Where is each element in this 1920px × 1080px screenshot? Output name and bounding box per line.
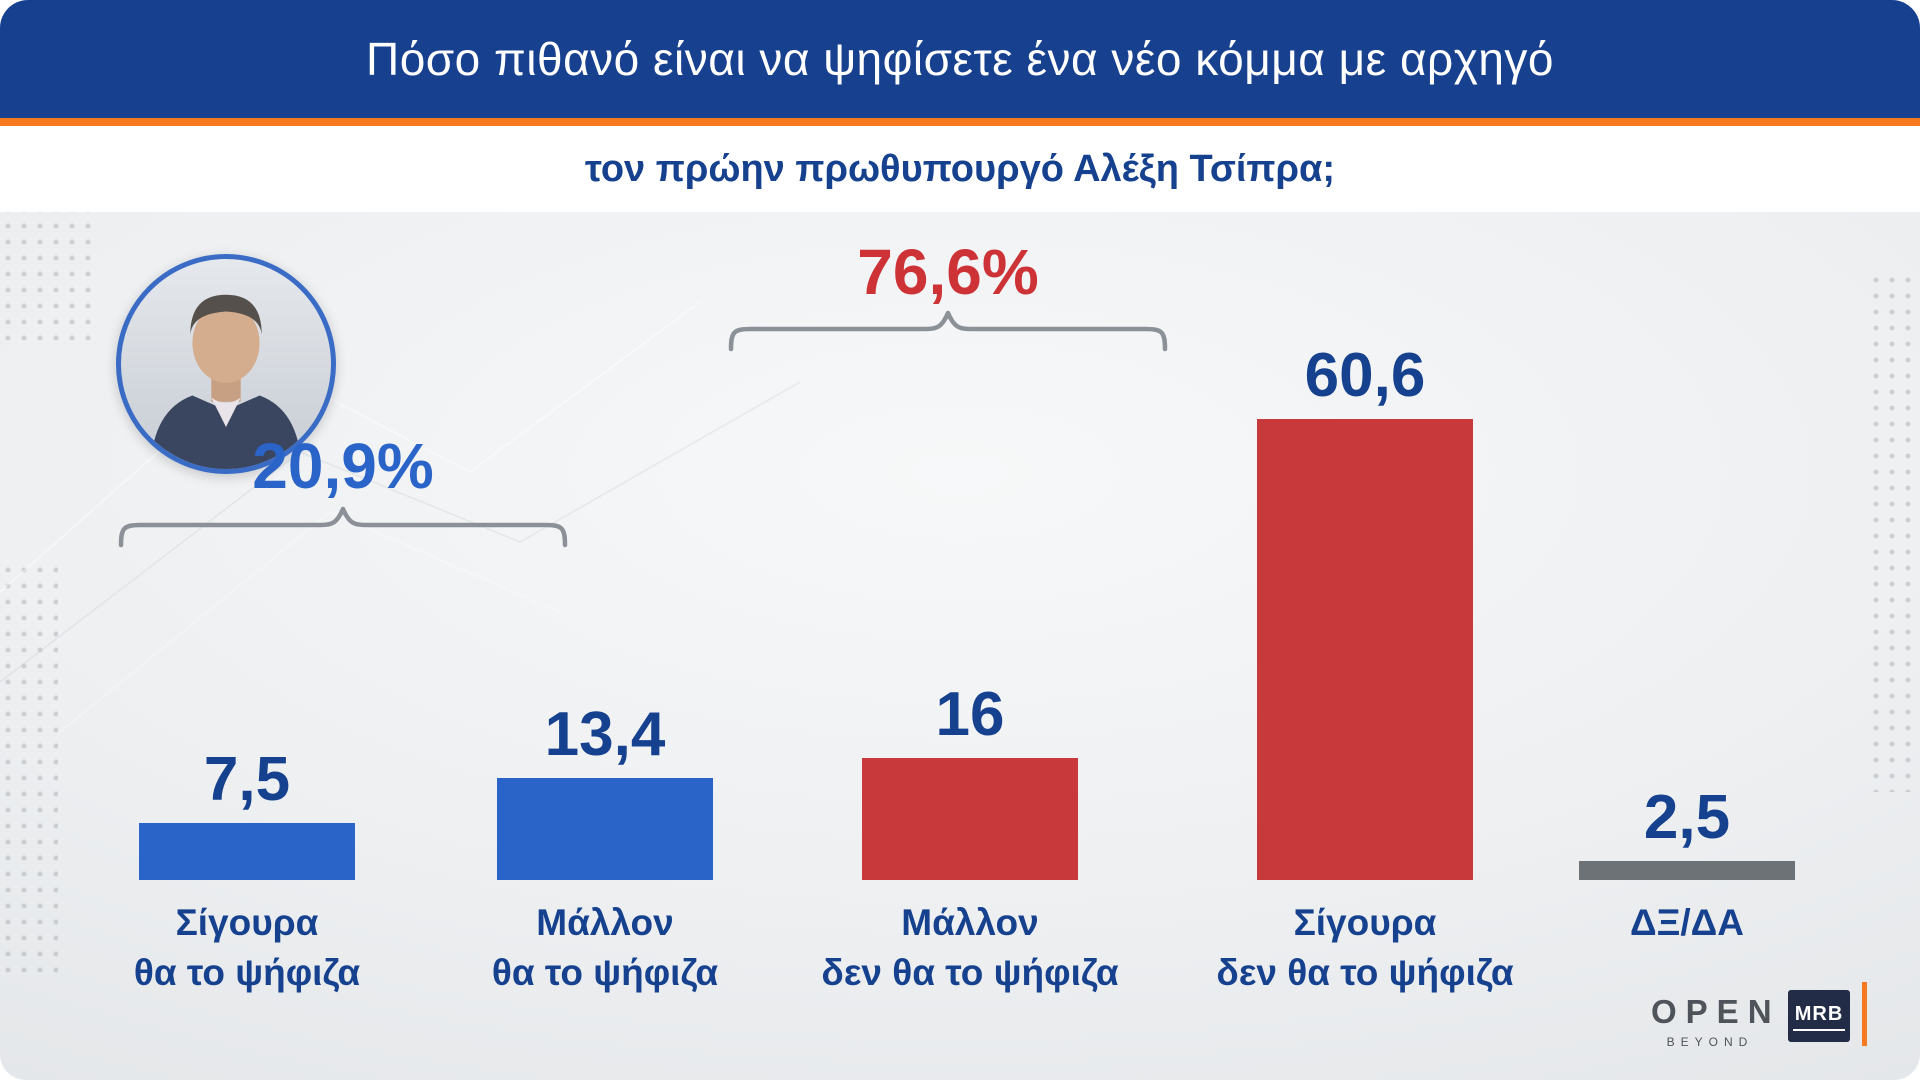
- bar-value: 60,6: [1304, 341, 1426, 410]
- bar-column-sigoura-tha: 7,5 Σίγουρα θα το ψήφιζα: [134, 745, 360, 993]
- open-logo-tagline: BEYOND: [1666, 1035, 1754, 1049]
- subtitle-strip: τον πρώην πρωθυπουργό Αλέξη Τσίπρα;: [0, 126, 1920, 212]
- group-bracket-would-vote: [118, 506, 568, 548]
- page-title: Πόσο πιθανό είναι να ψηφίσετε ένα νέο κό…: [365, 33, 1555, 85]
- bar-value: 2,5: [1643, 783, 1731, 852]
- bar: [862, 758, 1078, 880]
- bar-category-label: Μάλλον δεν θα το ψήφιζα: [821, 902, 1119, 993]
- chart-area: 20,9% 76,6% OPEN BEYOND MRB: [0, 212, 1920, 1080]
- bar-value: 13,4: [544, 700, 666, 769]
- bar-category-label: ΔΞ/ΔΑ: [1630, 902, 1744, 943]
- tsipras-photo: [116, 254, 336, 474]
- bar: [139, 823, 355, 880]
- header-bar: Πόσο πιθανό είναι να ψηφίσετε ένα νέο κό…: [0, 0, 1920, 118]
- orange-accent-line: [0, 118, 1920, 126]
- group-bracket-would-not-vote: [728, 310, 1168, 352]
- mrb-pollster-logo: MRB: [1788, 990, 1850, 1042]
- page-subtitle: τον πρώην πρωθυπουργό Αλέξη Τσίπρα;: [584, 147, 1336, 190]
- open-logo-text: OPEN: [1651, 993, 1781, 1030]
- bar-column-mallon-tha: 13,4 Μάλλον θα το ψήφιζα: [492, 700, 718, 993]
- open-channel-logo: OPEN BEYOND: [1642, 993, 1772, 1049]
- mrb-logo-text: MRB: [1792, 1002, 1846, 1031]
- background-dots-pattern: [0, 212, 92, 342]
- bar: [497, 778, 713, 880]
- bar-column-mallon-den: 16 Μάλλον δεν θα το ψήφιζα: [821, 680, 1118, 993]
- person-silhouette-icon: [150, 294, 302, 469]
- bar-category-label: Σίγουρα δεν θα το ψήφιζα: [1216, 902, 1514, 993]
- group-label-would-not-vote: 76,6%: [857, 236, 1039, 308]
- background-geometric-lines: [0, 301, 801, 732]
- bar: [1579, 861, 1795, 880]
- background-dots-pattern: [0, 562, 58, 982]
- bar-value: 16: [935, 680, 1005, 749]
- background-dots-pattern: [1868, 272, 1920, 792]
- bar-column-sigoura-den: 60,6 Σίγουρα δεν θα το ψήφιζα: [1216, 341, 1513, 993]
- orange-accent-bar: [1862, 982, 1867, 1046]
- bar-category-label: Μάλλον θα το ψήφιζα: [491, 902, 719, 993]
- group-label-would-vote: 20,9%: [252, 430, 434, 502]
- bar: [1257, 419, 1473, 880]
- bar-column-dxda: 2,5 ΔΞ/ΔΑ: [1579, 783, 1795, 943]
- bar-value: 7,5: [203, 745, 291, 814]
- bar-category-label: Σίγουρα θα το ψήφιζα: [133, 902, 361, 993]
